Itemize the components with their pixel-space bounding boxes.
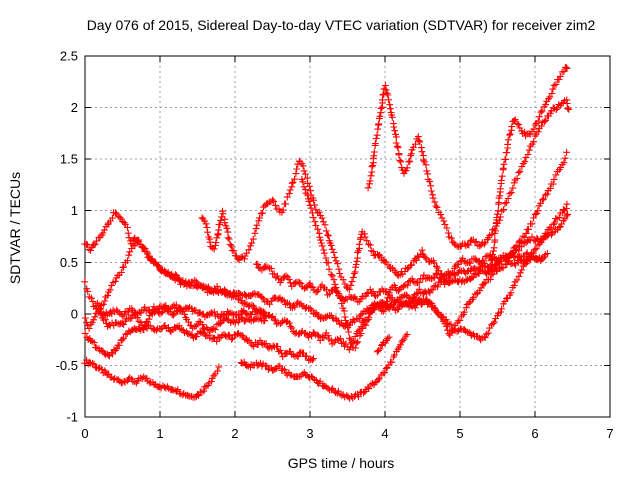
vtec-data-markers: [81, 63, 573, 402]
y-tick-label: 0: [71, 306, 78, 321]
y-tick-label: -1: [66, 410, 78, 425]
x-tick-label: 4: [381, 426, 388, 441]
x-axis-label: GPS time / hours: [287, 455, 395, 471]
x-tick-label: 0: [81, 426, 88, 441]
chart-title: Day 076 of 2015, Sidereal Day-to-day VTE…: [86, 17, 596, 33]
plot-frame: [84, 55, 611, 418]
x-tick-label: 5: [456, 426, 463, 441]
x-tick-label: 6: [531, 426, 538, 441]
x-tick-labels: 0 1 2 3 4 5 6 7: [81, 426, 613, 441]
x-tick-label: 7: [606, 426, 613, 441]
x-tick-label: 2: [231, 426, 238, 441]
y-tick-label: -0.5: [56, 358, 78, 373]
x-tick-label: 1: [156, 426, 163, 441]
y-tick-labels: -1 -0.5 0 0.5 1 1.5 2 2.5: [56, 49, 78, 425]
y-tick-label: 0.5: [60, 255, 78, 270]
axis-ticks: [84, 55, 611, 418]
x-tick-label: 3: [306, 426, 313, 441]
y-tick-label: 1.5: [60, 152, 78, 167]
y-tick-label: 2.5: [60, 49, 78, 64]
y-tick-label: 2: [71, 100, 78, 115]
y-tick-label: 1: [71, 203, 78, 218]
